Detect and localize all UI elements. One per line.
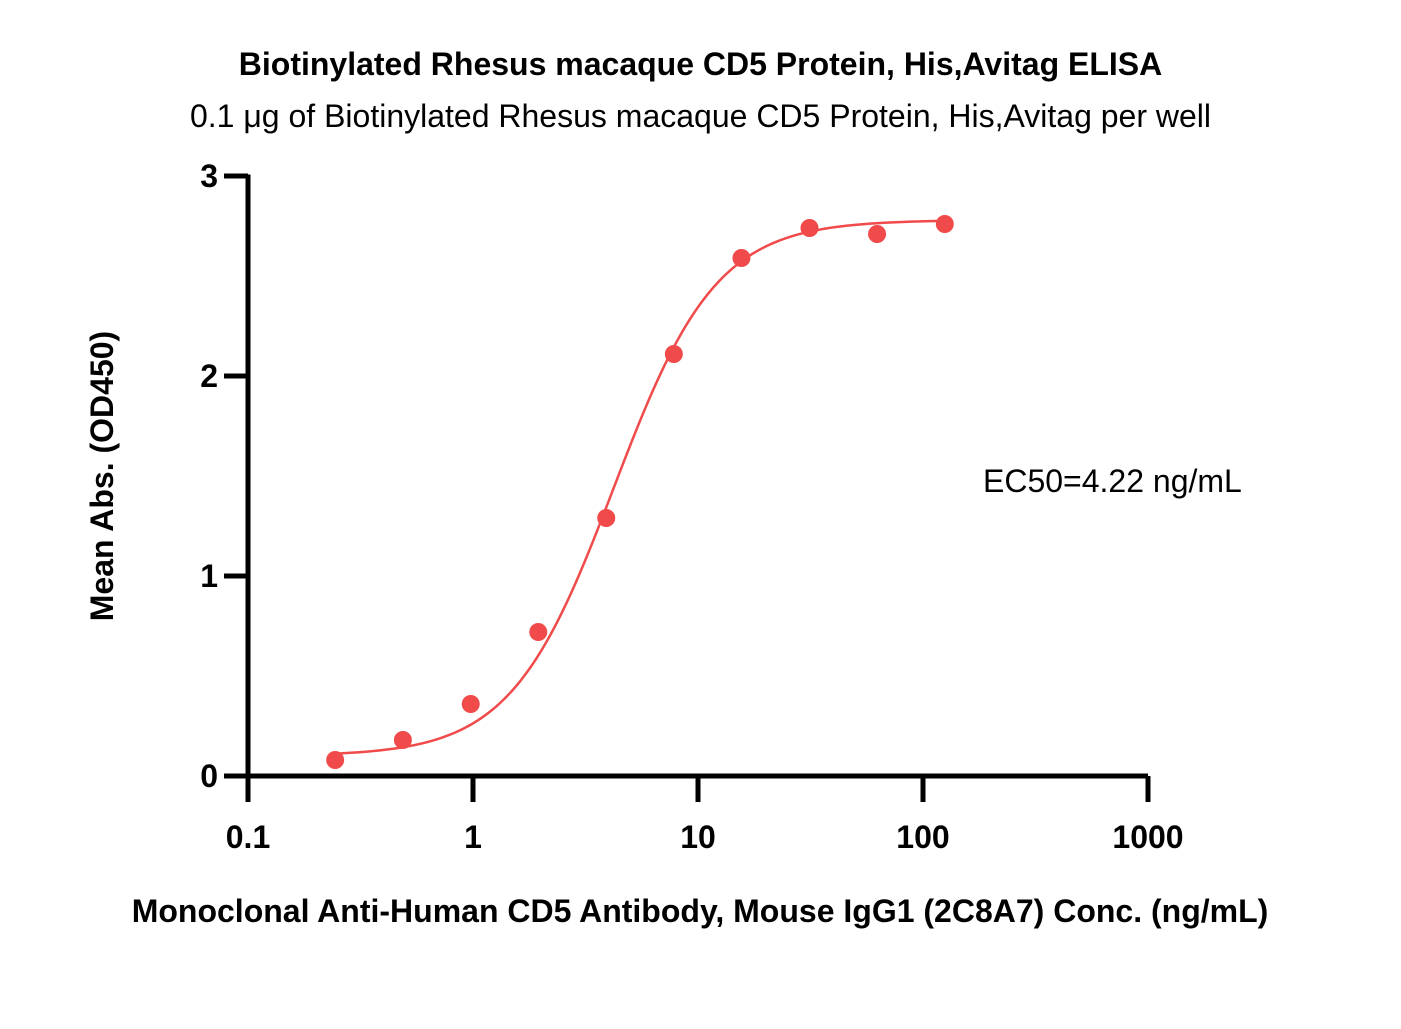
- x-tick-label: 1000: [1112, 819, 1183, 855]
- data-points: [326, 215, 954, 769]
- chart-title: Biotinylated Rhesus macaque CD5 Protein,…: [238, 46, 1163, 82]
- data-point: [597, 509, 616, 527]
- y-tick-label: 1: [200, 558, 218, 594]
- data-point: [868, 225, 887, 243]
- data-point: [529, 623, 548, 641]
- data-point: [935, 215, 954, 233]
- fit-curve: [335, 219, 945, 755]
- data-point: [664, 345, 683, 363]
- y-tick-label: 2: [200, 358, 218, 394]
- fit-curve-layer: [335, 219, 945, 755]
- ec50-annotation: EC50=4.22 ng/mL: [983, 463, 1242, 499]
- y-axis-title: Mean Abs. (OD450): [84, 331, 120, 621]
- x-tick-label: 10: [680, 819, 716, 855]
- axes: 0 1 2 3 0.1 1 10 100 1000: [200, 158, 1183, 855]
- chart-subtitle: 0.1 μg of Biotinylated Rhesus macaque CD…: [189, 98, 1212, 134]
- x-tick-label: 100: [896, 819, 949, 855]
- x-axis-title: Monoclonal Anti-Human CD5 Antibody, Mous…: [132, 893, 1269, 929]
- y-tick-label: 3: [200, 158, 218, 194]
- x-tick-label: 1: [464, 819, 482, 855]
- y-tick-label: 0: [200, 758, 218, 794]
- x-tick-label: 0.1: [226, 819, 270, 855]
- data-point: [732, 249, 751, 267]
- data-point: [461, 695, 480, 713]
- data-point: [800, 219, 819, 237]
- data-point: [393, 731, 412, 749]
- data-point: [326, 751, 345, 769]
